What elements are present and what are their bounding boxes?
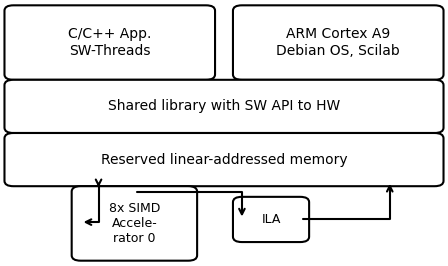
Text: C/C++ App.
SW-Threads: C/C++ App. SW-Threads xyxy=(68,27,151,58)
Text: 8x SIMD
Accele-
rator 0: 8x SIMD Accele- rator 0 xyxy=(109,202,160,245)
FancyBboxPatch shape xyxy=(233,5,444,80)
Text: Reserved linear-addressed memory: Reserved linear-addressed memory xyxy=(101,153,347,167)
Text: Shared library with SW API to HW: Shared library with SW API to HW xyxy=(108,99,340,113)
Text: ILA: ILA xyxy=(261,213,281,226)
Text: ARM Cortex A9
Debian OS, Scilab: ARM Cortex A9 Debian OS, Scilab xyxy=(276,27,400,58)
FancyBboxPatch shape xyxy=(72,186,197,261)
FancyBboxPatch shape xyxy=(4,5,215,80)
FancyBboxPatch shape xyxy=(4,133,444,186)
FancyBboxPatch shape xyxy=(233,197,309,242)
FancyBboxPatch shape xyxy=(4,80,444,133)
